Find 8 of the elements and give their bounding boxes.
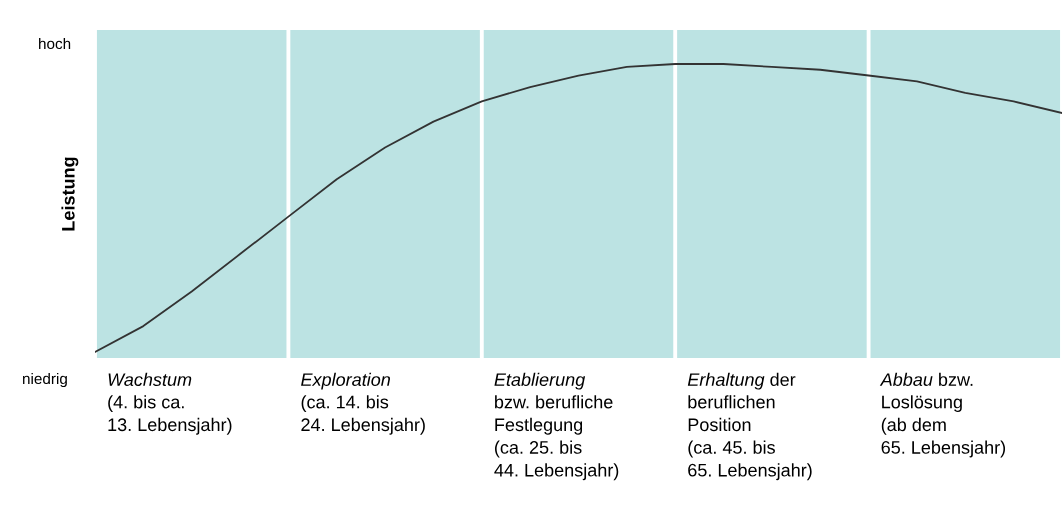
text: hoch [39, 37, 71, 50]
text: Exploration (ca. 14. bis 24. Lebensjahr) [301, 372, 425, 435]
text: Abbau bzw. Loslösung (ab dem 65. Lebensjahr) [879, 372, 1006, 458]
text: Etablierung bzw. berufliche Festlegung (ca. 25. bis 44. Lebensjahr) [494, 372, 619, 481]
y-axis-title: Leistung [61, 157, 79, 231]
text: niedrig [23, 372, 67, 388]
text: Erhaltung der beruflichen Position (ca. 45. bis 65. Lebensjahr) [687, 372, 812, 481]
text: Wachstum (4. bis ca. 13. Lebensjahr) [108, 372, 232, 435]
